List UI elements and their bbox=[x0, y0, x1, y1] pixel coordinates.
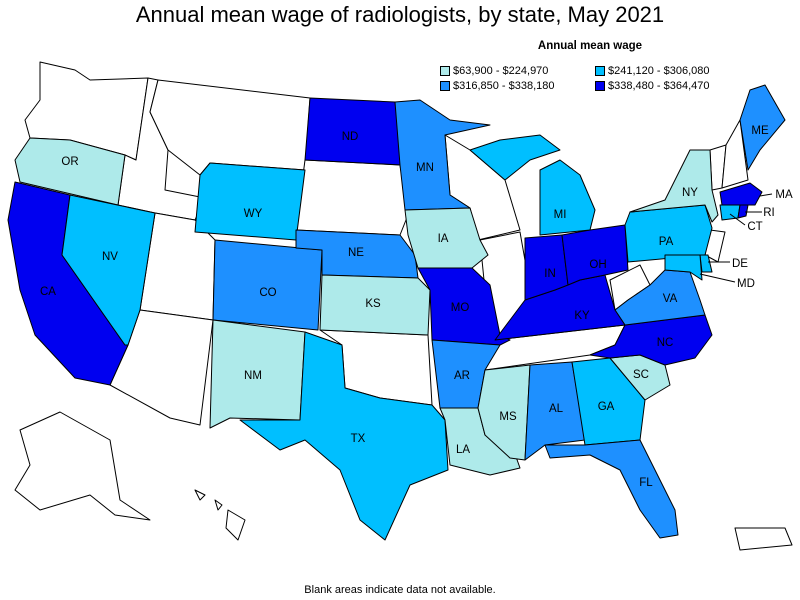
state-MO[interactable] bbox=[417, 267, 511, 346]
state-GA[interactable] bbox=[571, 357, 646, 446]
state-label-FL: FL bbox=[639, 477, 653, 489]
state-label-KS: KS bbox=[365, 298, 381, 310]
state-AK[interactable] bbox=[14, 411, 151, 521]
state-label-VA: VA bbox=[663, 293, 678, 305]
legend: Annual mean wage $63,900 - $224,970 $241… bbox=[440, 40, 730, 92]
state-label-IN: IN bbox=[544, 268, 556, 280]
state-ME[interactable] bbox=[739, 84, 786, 171]
state-NM[interactable] bbox=[209, 319, 306, 429]
legend-label-bin-0: $63,900 - $224,970 bbox=[453, 65, 549, 77]
state-label-AL: AL bbox=[549, 403, 564, 415]
legend-item-bin-1: $241,120 - $306,080 bbox=[595, 65, 725, 77]
state-label-MD: MD bbox=[737, 278, 755, 290]
state-label-GA: GA bbox=[598, 401, 615, 413]
state-HI[interactable] bbox=[194, 489, 246, 541]
state-NY[interactable] bbox=[629, 149, 719, 223]
state-MA[interactable] bbox=[719, 182, 763, 206]
callout-line-CT bbox=[729, 213, 746, 226]
state-label-MS: MS bbox=[499, 411, 517, 423]
state-label-IA: IA bbox=[438, 233, 449, 245]
state-NC[interactable] bbox=[589, 314, 713, 366]
legend-swatch-bin-2 bbox=[440, 81, 450, 91]
state-NV[interactable] bbox=[61, 194, 156, 346]
state-IA[interactable] bbox=[404, 207, 489, 269]
callout-line-MA bbox=[759, 193, 773, 197]
state-label-WY: WY bbox=[244, 208, 263, 220]
state-label-ND: ND bbox=[342, 131, 359, 143]
state-MT[interactable] bbox=[149, 79, 311, 176]
callout-lines bbox=[699, 193, 773, 283]
state-label-TX: TX bbox=[351, 433, 366, 445]
state-label-ME: ME bbox=[751, 125, 769, 137]
state-CT[interactable] bbox=[719, 204, 741, 221]
state-labels: OR CA NV WY CO NM TX ND NE KS MN IA MO AR LA MS AL GA FL SC… bbox=[40, 125, 793, 489]
state-label-OR: OR bbox=[61, 156, 78, 168]
state-FL[interactable] bbox=[544, 439, 679, 539]
state-label-MN: MN bbox=[416, 162, 434, 174]
state-label-RI: RI bbox=[763, 207, 775, 219]
state-MN[interactable] bbox=[394, 99, 491, 211]
state-label-CO: CO bbox=[259, 287, 276, 299]
callout-line-MD bbox=[699, 273, 736, 283]
state-WY[interactable] bbox=[194, 162, 306, 241]
legend-item-bin-2: $316,850 - $338,180 bbox=[440, 80, 595, 92]
state-label-MO: MO bbox=[451, 302, 470, 314]
state-label-KY: KY bbox=[574, 310, 590, 322]
state-MD[interactable] bbox=[664, 254, 703, 281]
state-label-CT: CT bbox=[747, 221, 762, 233]
state-label-NY: NY bbox=[682, 187, 698, 199]
state-label-OH: OH bbox=[589, 259, 606, 271]
legend-title: Annual mean wage bbox=[537, 40, 643, 52]
state-label-PA: PA bbox=[659, 236, 674, 248]
legend-swatch-bin-0 bbox=[440, 66, 450, 76]
state-label-AR: AR bbox=[454, 370, 470, 382]
state-label-DE: DE bbox=[732, 258, 748, 270]
state-CO[interactable] bbox=[212, 239, 323, 331]
legend-label-bin-1: $241,120 - $306,080 bbox=[608, 65, 710, 77]
legend-label-bin-2: $316,850 - $338,180 bbox=[453, 80, 555, 92]
legend-item-bin-0: $63,900 - $224,970 bbox=[440, 65, 595, 77]
state-PA[interactable] bbox=[624, 204, 713, 263]
state-label-NC: NC bbox=[657, 337, 674, 349]
state-OH[interactable] bbox=[561, 224, 629, 286]
state-label-NM: NM bbox=[244, 370, 262, 382]
state-label-SC: SC bbox=[633, 369, 649, 381]
state-label-LA: LA bbox=[456, 444, 470, 456]
state-MI[interactable] bbox=[469, 134, 596, 236]
state-KS[interactable] bbox=[319, 274, 431, 336]
legend-swatch-bin-1 bbox=[595, 66, 605, 76]
state-label-CA: CA bbox=[40, 286, 56, 298]
state-SD[interactable] bbox=[295, 159, 409, 236]
state-label-NE: NE bbox=[348, 247, 364, 259]
footnote: Blank areas indicate data not available. bbox=[304, 584, 496, 596]
state-IN[interactable] bbox=[524, 234, 569, 301]
map-title: Annual mean wage of radiologists, by sta… bbox=[135, 2, 665, 27]
state-NH[interactable] bbox=[721, 119, 749, 189]
state-RI[interactable] bbox=[737, 204, 749, 219]
legend-label-bin-3: $338,480 - $364,470 bbox=[608, 80, 710, 92]
legend-item-bin-3: $338,480 - $364,470 bbox=[595, 80, 725, 92]
state-AL[interactable] bbox=[524, 361, 586, 461]
state-label-NV: NV bbox=[102, 251, 118, 263]
state-PR[interactable] bbox=[734, 527, 793, 551]
state-label-MI: MI bbox=[554, 209, 567, 221]
state-TX[interactable] bbox=[239, 331, 449, 541]
legend-swatch-bin-3 bbox=[595, 81, 605, 91]
state-label-MA: MA bbox=[775, 189, 793, 201]
